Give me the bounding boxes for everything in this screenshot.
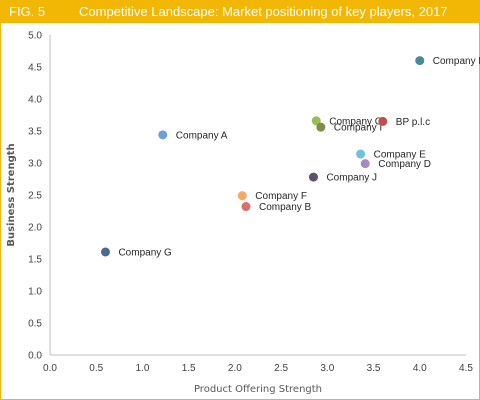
data-point-label: Company B [259,202,312,213]
data-point-label: Company D [378,159,431,170]
data-point [356,149,366,159]
data-point-label: Company J [326,173,377,184]
data-point-label: Company C [329,116,382,127]
data-point-label: Company F [255,191,307,202]
y-tick-label: 4.0 [28,95,42,106]
data-point [308,172,318,182]
title-bar: FIG. 5 Competitive Landscape: Market pos… [1,1,479,23]
data-point-label: Company K [433,56,480,67]
x-tick-label: 2.5 [274,363,288,374]
data-point [360,159,370,169]
y-tick-label: 2.5 [28,191,42,202]
x-tick-label: 4.0 [413,363,427,374]
y-tick-label: 3.5 [28,127,42,138]
y-tick-label: 1.5 [28,255,42,266]
y-tick-label: 4.5 [28,63,42,74]
y-axis-title: Business Strength [6,143,17,246]
x-tick-label: 1.5 [182,363,196,374]
data-point [241,202,251,212]
x-axis-title: Product Offering Strength [194,384,322,395]
data-point [158,130,168,140]
chart-title: Competitive Landscape: Market positionin… [79,4,448,19]
data-point [316,122,326,132]
data-point-label: Company I [334,123,382,134]
data-point [237,191,247,201]
data-point-label: Company A [176,130,228,141]
x-tick-label: 0.5 [89,363,103,374]
y-tick-label: 0.0 [28,351,42,362]
y-tick-label: 0.5 [28,319,42,330]
y-tick-labels: 0.0 0.5 1.0 1.5 2.0 2.5 3.0 3.5 4.0 4.5 5.0 [28,31,42,362]
data-point-label: BP p.l.c [396,117,430,128]
x-tick-labels: 0.0 0.5 1.0 1.5 2.0 2.5 3.0 3.5 4.0 4.5 [43,363,473,374]
x-tick-label: 3.5 [367,363,381,374]
y-tick-label: 3.0 [28,159,42,170]
x-tick-label: 3.0 [320,363,334,374]
y-tick-label: 5.0 [28,31,42,42]
figure-label: FIG. 5 [9,4,46,19]
x-tick-label: 0.0 [43,363,57,374]
data-point [311,116,321,126]
data-point [415,56,425,66]
data-point-label: Company G [118,247,172,258]
x-tick-label: 4.5 [459,363,473,374]
y-tick-label: 1.0 [28,287,42,298]
x-tick-label: 2.0 [228,363,242,374]
data-point-label: Company E [374,150,427,161]
x-tick-label: 1.0 [135,363,149,374]
data-point [100,247,110,257]
y-tick-label: 2.0 [28,223,42,234]
data-point [378,116,388,126]
